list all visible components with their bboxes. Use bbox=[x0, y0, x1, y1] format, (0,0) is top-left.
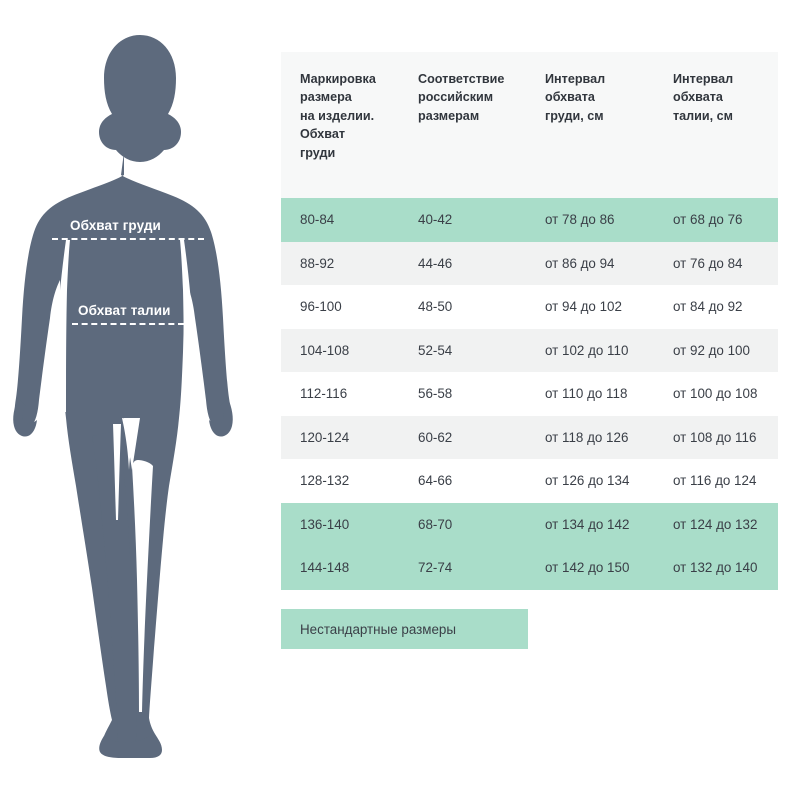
table-cell: от 124 до 132 bbox=[654, 502, 778, 546]
table-cell: 52-54 bbox=[399, 328, 526, 372]
header-line: груди, см bbox=[545, 108, 604, 123]
table-cell: от 126 до 134 bbox=[526, 459, 654, 503]
table-cell: от 102 до 110 bbox=[526, 328, 654, 372]
table-cell: 48-50 bbox=[399, 285, 526, 329]
table-cell: от 132 до 140 bbox=[654, 546, 778, 590]
table-cell: от 100 до 108 bbox=[654, 372, 778, 416]
chest-measure-label: Обхват груди bbox=[70, 218, 161, 233]
table-cell: 120-124 bbox=[281, 415, 399, 459]
table-cell: от 118 до 126 bbox=[526, 415, 654, 459]
table-cell: 136-140 bbox=[281, 502, 399, 546]
body-figure-panel: Обхват груди Обхват талии bbox=[0, 0, 280, 800]
size-table-header: Маркировка размера на изделии. Обхват гр… bbox=[281, 52, 778, 198]
table-row: 112-116 56-58 от 110 до 118 от 100 до 108 bbox=[281, 372, 778, 416]
column-header-marking: Маркировка размера на изделии. Обхват гр… bbox=[281, 52, 399, 198]
nonstandard-sizes-label: Нестандартные размеры bbox=[300, 621, 456, 637]
header-line: Интервал bbox=[673, 72, 734, 86]
table-row: 144-148 72-74 от 142 до 150 от 132 до 140 bbox=[281, 546, 778, 590]
header-line: обхвата bbox=[545, 90, 595, 105]
table-row: 136-140 68-70 от 134 до 142 от 124 до 132 bbox=[281, 502, 778, 546]
table-cell: 56-58 bbox=[399, 372, 526, 416]
table-cell: 128-132 bbox=[281, 459, 399, 503]
table-cell: от 142 до 150 bbox=[526, 546, 654, 590]
table-cell: 64-66 bbox=[399, 459, 526, 503]
table-cell: от 134 до 142 bbox=[526, 502, 654, 546]
table-row: 104-108 52-54 от 102 до 110 от 92 до 100 bbox=[281, 328, 778, 372]
nonstandard-sizes-note[interactable]: Нестандартные размеры bbox=[281, 609, 528, 649]
table-cell: от 108 до 116 bbox=[654, 415, 778, 459]
male-body-silhouette bbox=[13, 35, 233, 758]
size-table: Маркировка размера на изделии. Обхват гр… bbox=[281, 52, 778, 590]
waist-measure-dashed-line bbox=[72, 323, 184, 325]
table-cell: от 110 до 118 bbox=[526, 372, 654, 416]
header-line: на изделии. bbox=[300, 108, 375, 123]
waist-measure-label: Обхват талии bbox=[78, 303, 171, 318]
column-header-chest-interval: Интервал обхвата груди, см bbox=[526, 52, 654, 198]
table-cell: 72-74 bbox=[399, 546, 526, 590]
table-cell: от 94 до 102 bbox=[526, 285, 654, 329]
table-cell: 60-62 bbox=[399, 415, 526, 459]
header-line: Соответствие bbox=[418, 72, 505, 86]
table-cell: 40-42 bbox=[399, 198, 526, 242]
table-row: 88-92 44-46 от 86 до 94 от 76 до 84 bbox=[281, 241, 778, 285]
column-header-russian-size: Соответствие российским размерам bbox=[399, 52, 526, 198]
header-line: размера bbox=[300, 90, 352, 105]
column-header-waist-interval: Интервал обхвата талии, см bbox=[654, 52, 778, 198]
table-cell: 144-148 bbox=[281, 546, 399, 590]
header-line: размерам bbox=[418, 108, 480, 123]
table-cell: 80-84 bbox=[281, 198, 399, 242]
table-cell: 68-70 bbox=[399, 502, 526, 546]
table-cell: от 116 до 124 bbox=[654, 459, 778, 503]
size-table-wrapper: Маркировка размера на изделии. Обхват гр… bbox=[281, 52, 778, 590]
header-line: талии, см bbox=[673, 108, 733, 123]
header-line: российским bbox=[418, 90, 494, 105]
header-row: Маркировка размера на изделии. Обхват гр… bbox=[281, 52, 778, 198]
table-cell: 96-100 bbox=[281, 285, 399, 329]
table-cell: 104-108 bbox=[281, 328, 399, 372]
chest-measure-dashed-line bbox=[52, 238, 204, 240]
table-cell: от 78 до 86 bbox=[526, 198, 654, 242]
table-cell: от 68 до 76 bbox=[654, 198, 778, 242]
table-row: 96-100 48-50 от 94 до 102 от 84 до 92 bbox=[281, 285, 778, 329]
header-line: Интервал bbox=[545, 72, 606, 86]
table-cell: 88-92 bbox=[281, 241, 399, 285]
table-row: 80-84 40-42 от 78 до 86 от 68 до 76 bbox=[281, 198, 778, 242]
size-table-body: 80-84 40-42 от 78 до 86 от 68 до 76 88-92 44-… bbox=[281, 198, 778, 590]
table-row: 128-132 64-66 от 126 до 134 от 116 до 124 bbox=[281, 459, 778, 503]
header-line: Маркировка bbox=[300, 72, 376, 86]
header-line: Обхват bbox=[300, 127, 346, 142]
table-cell: от 92 до 100 bbox=[654, 328, 778, 372]
header-line: груди bbox=[300, 145, 336, 160]
table-cell: от 86 до 94 bbox=[526, 241, 654, 285]
header-line: обхвата bbox=[673, 90, 723, 105]
table-cell: 112-116 bbox=[281, 372, 399, 416]
table-cell: 44-46 bbox=[399, 241, 526, 285]
table-cell: от 76 до 84 bbox=[654, 241, 778, 285]
table-row: 120-124 60-62 от 118 до 126 от 108 до 116 bbox=[281, 415, 778, 459]
table-cell: от 84 до 92 bbox=[654, 285, 778, 329]
